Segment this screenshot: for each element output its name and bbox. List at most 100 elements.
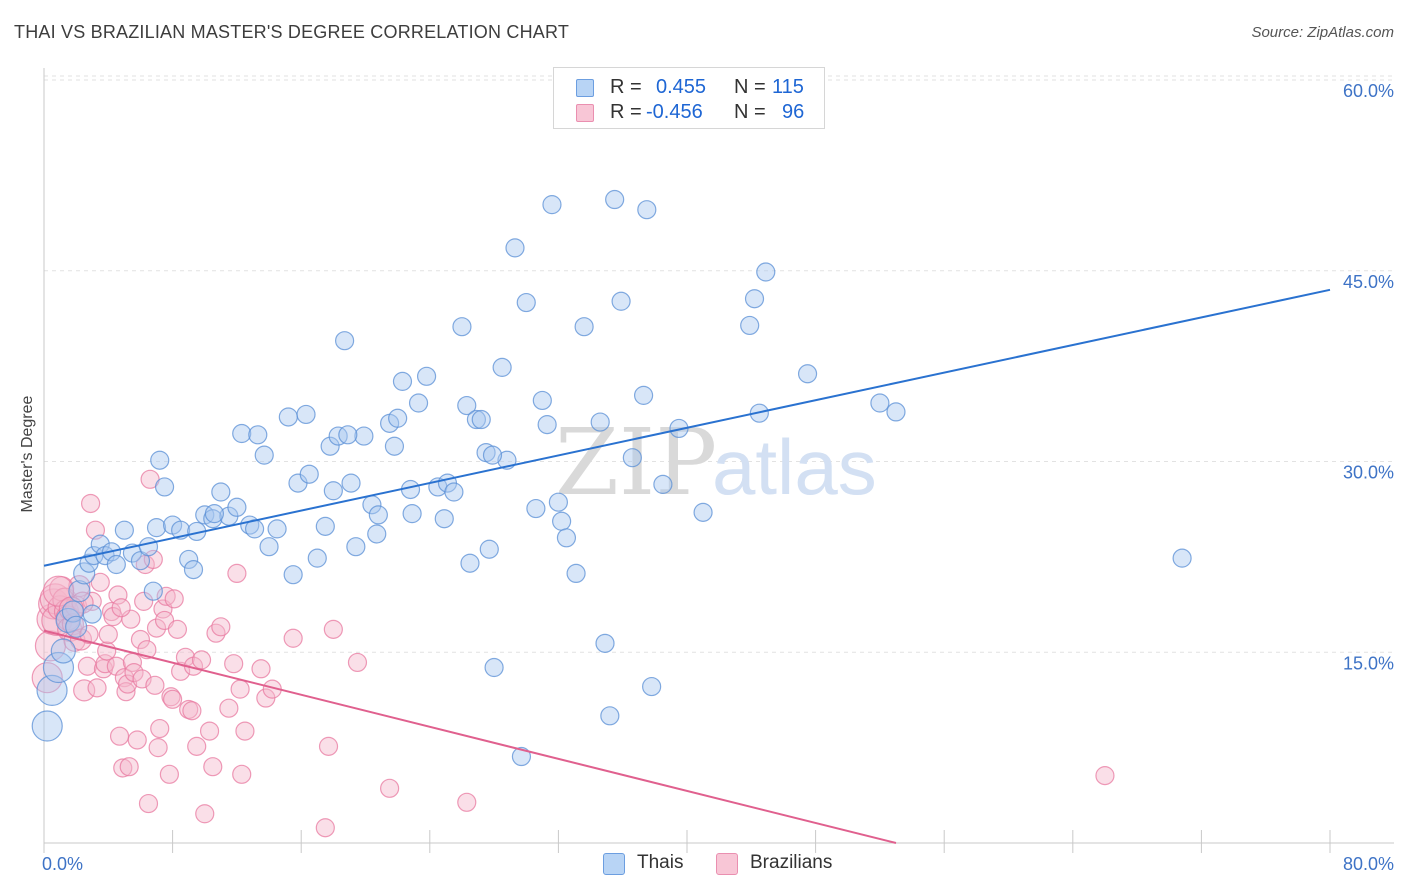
thais-point — [154, 477, 175, 497]
thais-point — [138, 537, 159, 557]
brazilians-point — [195, 804, 215, 824]
brazilians-point — [73, 679, 96, 702]
thais-point — [338, 425, 358, 445]
brazilians-point — [117, 674, 138, 694]
thais-point — [492, 357, 512, 377]
gridlines — [44, 75, 1394, 653]
brazilians-point — [127, 730, 147, 750]
thais-point — [416, 366, 437, 386]
thais-point — [388, 408, 408, 428]
brazilians-point — [167, 619, 188, 639]
brazilians-point — [68, 575, 91, 598]
brazilians-point — [138, 793, 159, 814]
brazilians-point — [211, 617, 231, 637]
thais-point — [68, 580, 91, 603]
n-value: 115 — [772, 76, 804, 98]
thais-point — [232, 423, 252, 444]
brazilians-point — [318, 736, 339, 756]
thais-point — [146, 518, 167, 538]
thais-point — [622, 448, 642, 468]
thais-swatch — [576, 79, 594, 97]
brazilians-point — [90, 572, 110, 592]
brazilians-point — [150, 718, 170, 739]
thais-point — [444, 482, 464, 502]
brazilians-point — [199, 721, 220, 741]
brazilians-point — [113, 758, 133, 778]
r-label: R = — [610, 76, 642, 98]
trend-lines — [43, 288, 1331, 844]
brazilians-point — [380, 778, 400, 798]
thais-point — [307, 548, 327, 568]
thais-point — [254, 445, 274, 465]
thais-point — [590, 412, 610, 432]
thais-trend-line — [43, 288, 1331, 567]
thais-point — [484, 657, 504, 678]
thais-point — [259, 537, 279, 557]
brazilians-point — [108, 585, 128, 605]
thais-point — [505, 238, 525, 258]
brazilians-point — [224, 654, 244, 674]
y-tick-label: 60.0% — [1343, 81, 1394, 101]
tick-labels: 15.0% 30.0% 45.0% 60.0% 0.0% 80.0% — [42, 81, 1394, 874]
thais-point — [605, 189, 625, 210]
thais-point — [204, 504, 224, 524]
brazilians-point — [134, 591, 154, 611]
thais-point — [532, 390, 552, 411]
brazilians-point — [159, 764, 179, 784]
brazilians-point — [235, 721, 255, 741]
thais-point — [296, 404, 316, 425]
thais-point — [633, 385, 654, 405]
thais-point — [756, 262, 776, 282]
brazilians-point — [182, 701, 202, 721]
thais-point — [526, 498, 546, 519]
thais-point — [600, 706, 620, 726]
brazilians-point — [79, 624, 99, 645]
thais-point — [693, 502, 713, 522]
legend-label-brazilians: Brazilians — [750, 852, 833, 873]
r-value: -0.456 — [646, 101, 703, 123]
n-value: 96 — [782, 101, 805, 123]
brazilians-point — [87, 678, 107, 698]
thais-point — [150, 450, 170, 470]
thais-point — [556, 528, 577, 548]
brazilians-point — [77, 656, 98, 676]
thais-point — [611, 291, 631, 311]
thais-point — [143, 581, 163, 601]
thais-point — [460, 553, 480, 573]
thais-point — [642, 676, 662, 697]
thais-point — [320, 436, 340, 456]
n-label: N = — [734, 101, 766, 123]
brazilians-point — [116, 682, 136, 702]
thais-point — [183, 559, 204, 580]
thais-point — [482, 445, 503, 465]
thais-point — [283, 565, 303, 585]
brazilians-points — [31, 469, 1115, 838]
thais-point — [566, 563, 586, 584]
thais-point — [595, 633, 615, 653]
thais-point — [328, 426, 348, 446]
y-tick-label: 30.0% — [1343, 463, 1394, 483]
thais-point — [227, 497, 247, 517]
thais-point — [31, 710, 63, 742]
brazilians-point — [164, 589, 184, 609]
thais-point — [114, 520, 134, 540]
x-tick-label: 0.0% — [42, 854, 83, 874]
thais-point — [323, 481, 343, 501]
thais-point — [335, 331, 355, 351]
brazilians-point — [106, 656, 126, 676]
thais-point — [73, 562, 96, 585]
brazilians-point — [191, 650, 212, 670]
thais-point — [637, 200, 657, 220]
brazilians-point — [145, 675, 165, 695]
thais-point — [466, 409, 487, 430]
brazilians-point — [230, 679, 250, 699]
thais-point — [552, 511, 572, 531]
thais-point — [516, 292, 536, 313]
thais-point — [278, 407, 298, 427]
thais-point — [315, 516, 335, 536]
brazilians-point — [81, 493, 101, 514]
brazilians-point — [111, 598, 131, 618]
watermark-atlas: atlas — [712, 423, 877, 511]
brazilians-point — [283, 628, 303, 648]
